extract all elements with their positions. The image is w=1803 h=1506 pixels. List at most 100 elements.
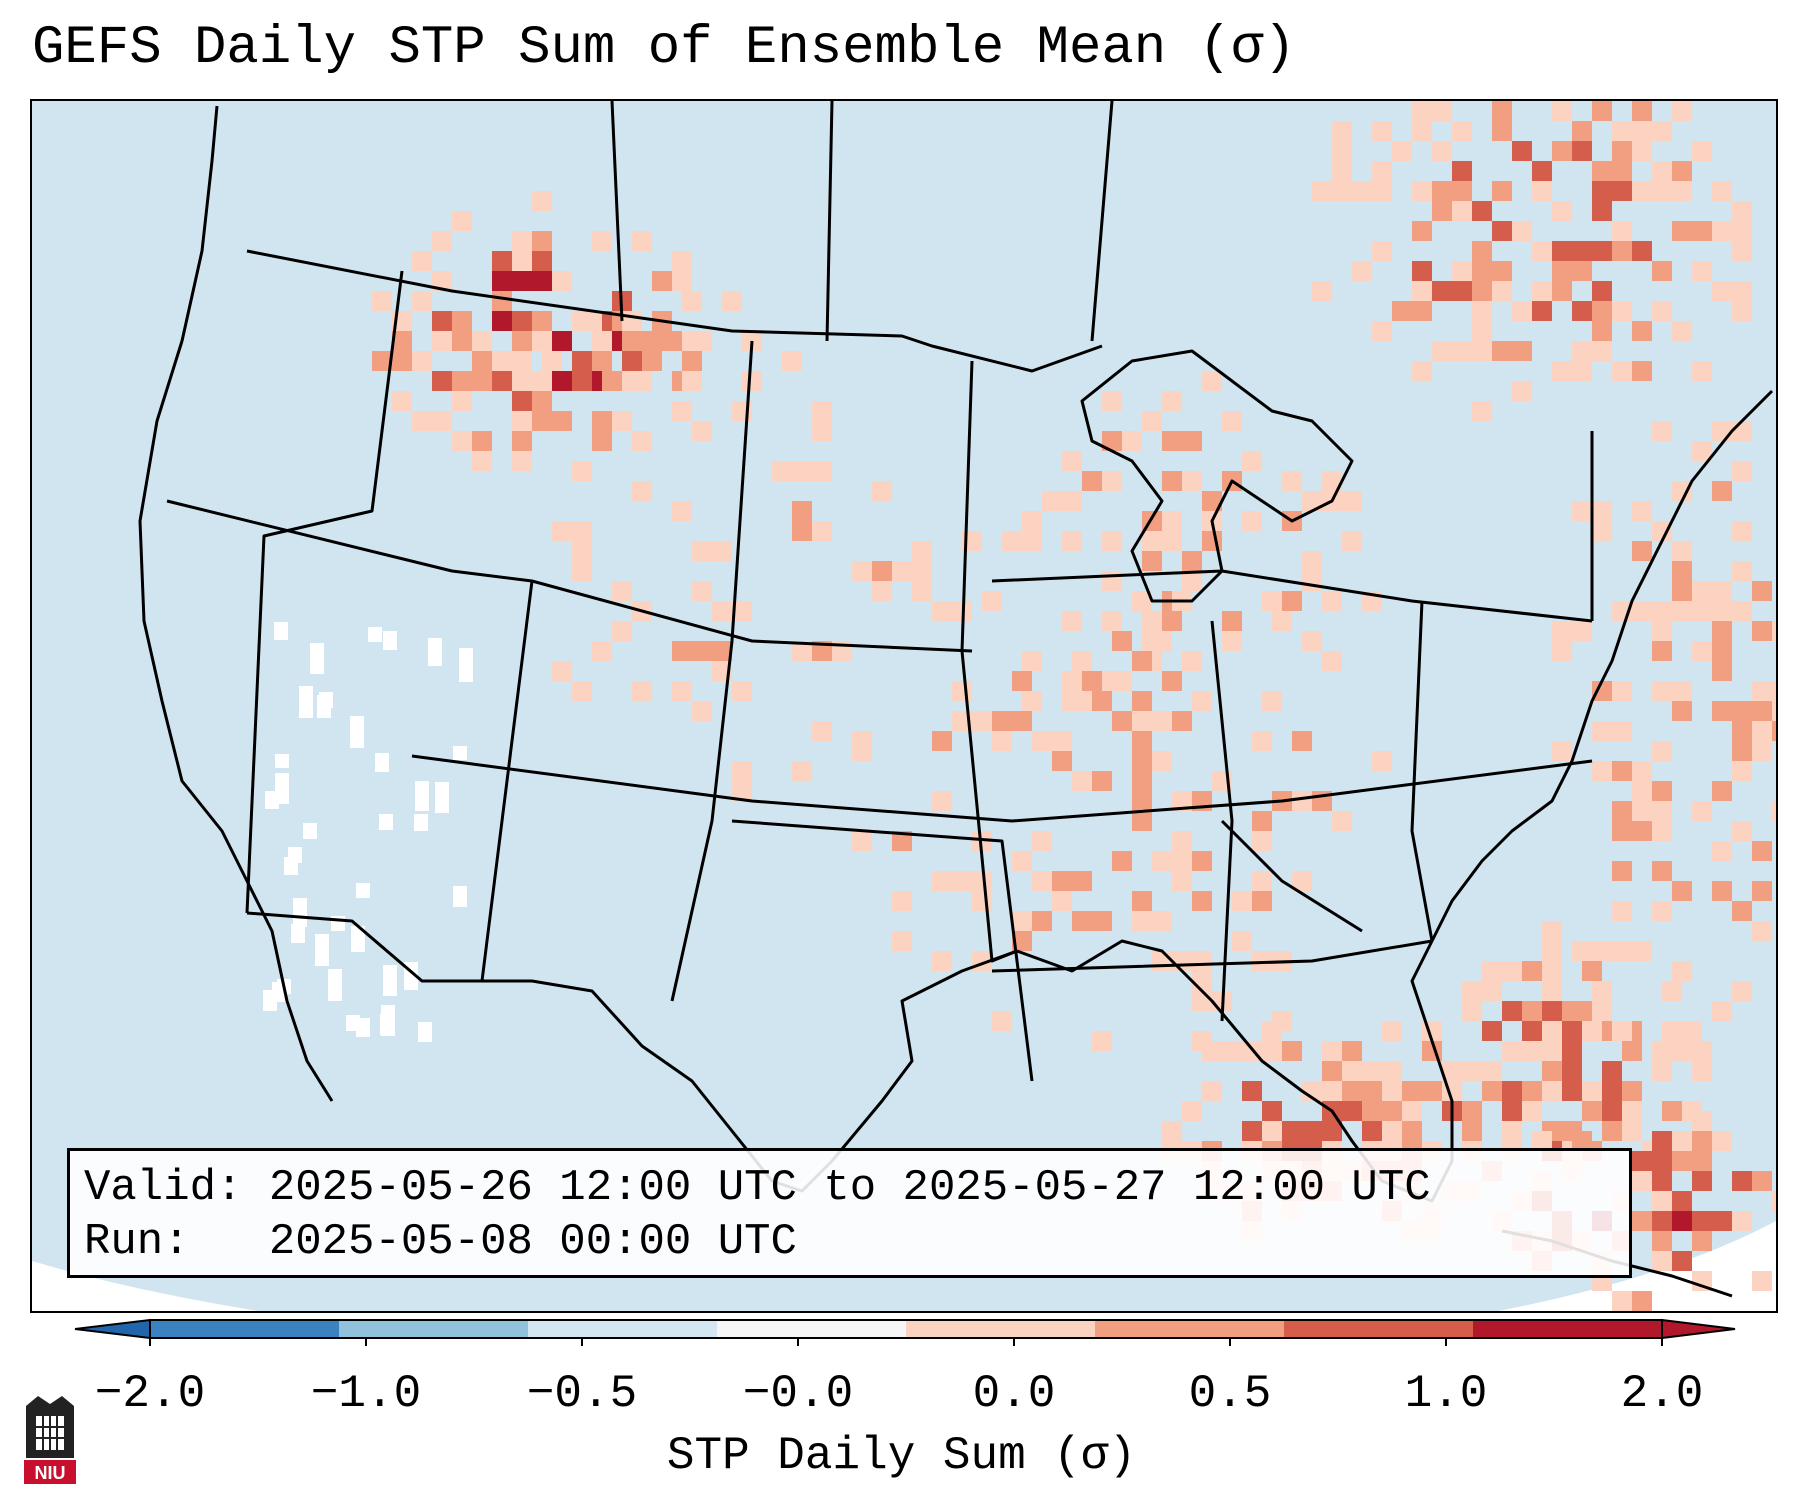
anomaly-cell [1732,201,1752,221]
anomaly-cell [642,331,662,351]
anomaly-cell [1592,321,1612,341]
anomaly-cell [672,681,692,701]
anomaly-cell [1672,681,1692,701]
anomaly-cell [1232,931,1252,951]
anomaly-cell [1652,861,1672,881]
anomaly-cell [1652,1171,1672,1191]
anomaly-cell [602,371,622,391]
anomaly-cell [1032,831,1052,851]
anomaly-cell [1162,1121,1182,1141]
anomaly-cell [1732,241,1752,261]
anomaly-cell [1592,721,1612,741]
anomaly-cell [852,561,872,581]
anomaly-cell [1602,1081,1622,1101]
anomaly-cell [1412,181,1432,201]
state-line [991,939,1433,973]
anomaly-cell [1542,941,1562,961]
anomaly-cell [772,461,792,481]
anomaly-cell [622,351,642,371]
anomaly-cell [1132,691,1152,711]
anomaly-cell [1592,301,1612,321]
anomaly-cell [1542,1001,1562,1021]
colorbar-segment [150,1320,339,1338]
anomaly-cell [1712,581,1732,601]
anomaly-cell [1472,341,1492,361]
anomaly-cell [1132,751,1152,771]
anomaly-cell [1552,641,1572,661]
anomaly-cell [1282,1121,1302,1141]
anomaly-cell [1342,1081,1362,1101]
anomaly-cell [432,311,452,331]
anomaly-cell [1582,1021,1602,1041]
anomaly-cell [1172,791,1192,811]
anomaly-cell [1082,671,1102,691]
anomaly-cell [1752,741,1772,761]
state-line [991,569,1593,623]
anomaly-cell [1062,611,1082,631]
anomaly-cell [1612,161,1632,181]
anomaly-cell [1572,621,1592,641]
anomaly-cell [1752,881,1772,901]
state-line [245,270,404,914]
anomaly-cell [1472,321,1492,341]
anomaly-cell [1652,1211,1672,1231]
anomaly-cell [912,561,932,581]
anomaly-cell [1452,161,1472,181]
anomaly-cell [428,638,442,666]
anomaly-cell [532,311,552,331]
anomaly-cell [1612,681,1632,701]
anomaly-cell [892,831,912,851]
anomaly-cell [1692,261,1712,281]
anomaly-cell [1632,821,1652,841]
anomaly-cell [1082,471,1102,491]
anomaly-cell [1652,1231,1672,1251]
anomaly-cell [592,231,612,251]
state-line [1220,819,1363,933]
anomaly-cell [912,581,932,601]
anomaly-cell [892,931,912,951]
anomaly-cell [472,371,492,391]
anomaly-cell [1732,281,1752,301]
anomaly-cell [1182,571,1202,591]
anomaly-cell [972,871,992,891]
anomaly-cell [1292,871,1312,891]
colorbar-tick-label: −2.0 [94,1368,206,1420]
anomaly-cell [1202,491,1222,511]
anomaly-cell [432,331,452,351]
anomaly-cell [1692,581,1712,601]
anomaly-cell [1422,1081,1442,1101]
anomaly-cell [1242,1121,1262,1141]
anomaly-cell [1262,1101,1282,1121]
anomaly-cell [1152,711,1172,731]
anomaly-cell [1432,281,1452,301]
anomaly-cell [692,641,712,661]
anomaly-cell [1562,1061,1582,1081]
anomaly-cell [1592,681,1612,701]
anomaly-cell [992,731,1012,751]
anomaly-cell [1622,1121,1642,1141]
anomaly-cell [732,601,752,621]
anomaly-cell [1752,841,1772,861]
anomaly-cell [1342,531,1362,551]
anomaly-cell [1472,281,1492,301]
anomaly-cell [1672,181,1692,201]
anomaly-cell [368,627,382,642]
anomaly-cell [1062,531,1082,551]
anomaly-cell [1372,181,1392,201]
anomaly-cell [1402,1081,1422,1101]
anomaly-cell [1552,101,1572,121]
anomaly-cell [1612,1291,1632,1311]
anomaly-cell [682,291,702,311]
anomaly-cell [732,781,752,801]
anomaly-cell [1592,1001,1612,1021]
anomaly-cell [392,351,412,371]
anomaly-cell [1152,911,1172,931]
anomaly-cell [1612,141,1632,161]
anomaly-cell [317,695,331,718]
anomaly-cell [452,391,472,411]
anomaly-cell [275,754,289,768]
anomaly-cell [692,421,712,441]
anomaly-cell [1632,141,1652,161]
anomaly-cell [315,934,329,966]
anomaly-cell [1182,551,1202,571]
